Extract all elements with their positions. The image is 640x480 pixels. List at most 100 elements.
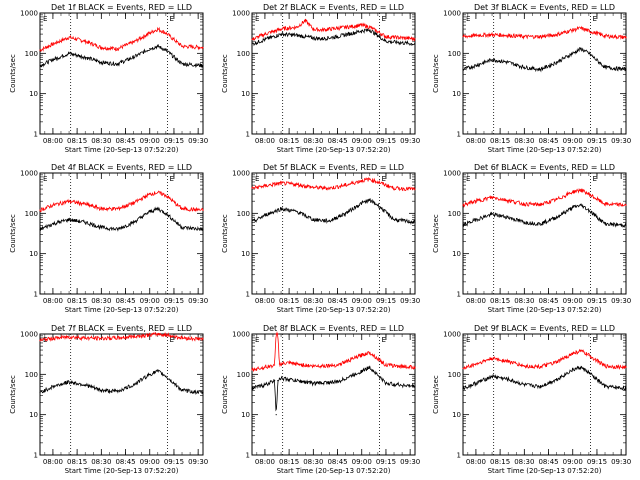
data-point-lld bbox=[116, 208, 119, 210]
data-point-events bbox=[475, 382, 477, 384]
y-tick-label: 1000 bbox=[20, 331, 38, 339]
marker-label-left: E bbox=[466, 175, 470, 183]
y-axis-title: Counts/sec bbox=[221, 214, 229, 253]
data-point-lld bbox=[336, 27, 339, 29]
marker-label-left: E bbox=[466, 15, 470, 23]
data-point-events bbox=[68, 218, 70, 221]
data-point-events bbox=[39, 228, 41, 230]
panel-det-2: Det 2f BLACK = Events, RED = LLD 1 10 100 10… bbox=[221, 3, 420, 154]
data-point-lld bbox=[556, 34, 558, 36]
y-tick-label: 10 bbox=[29, 90, 38, 98]
data-point-lld bbox=[280, 182, 282, 184]
data-point-events bbox=[604, 66, 606, 68]
data-point-events bbox=[100, 226, 102, 228]
x-tick-label: 09:15 bbox=[376, 297, 396, 305]
data-point-lld bbox=[277, 333, 279, 335]
data-point-events bbox=[361, 30, 363, 32]
plot-frame bbox=[39, 333, 204, 456]
data-point-lld bbox=[345, 184, 347, 186]
data-point-events bbox=[264, 38, 266, 41]
series-line-events bbox=[39, 369, 204, 395]
x-tick-label: 08:45 bbox=[538, 458, 558, 466]
data-point-lld bbox=[414, 366, 416, 368]
x-tick-label: 08:45 bbox=[115, 458, 135, 466]
x-axis-title: Start Time (20-Sep-13 07:52:20) bbox=[488, 467, 602, 475]
y-tick-label: 10 bbox=[452, 90, 461, 98]
data-point-lld bbox=[133, 202, 135, 204]
marker-label-left: E bbox=[255, 15, 259, 23]
data-point-events bbox=[556, 61, 558, 63]
data-point-events bbox=[116, 228, 119, 230]
y-tick-label: 100 bbox=[237, 50, 250, 58]
y-tick-label: 100 bbox=[448, 210, 461, 218]
data-point-events bbox=[52, 58, 54, 61]
data-point-lld bbox=[523, 203, 525, 205]
data-point-lld bbox=[273, 364, 276, 366]
y-axis-title: Counts/sec bbox=[9, 54, 17, 93]
data-point-events bbox=[264, 384, 266, 386]
data-point-events bbox=[181, 389, 183, 391]
data-point-events bbox=[625, 68, 627, 70]
x-tick-label: 08:15 bbox=[279, 297, 299, 305]
x-tick-label: 09:00 bbox=[140, 458, 160, 466]
data-point-events bbox=[385, 382, 387, 384]
data-point-lld bbox=[264, 33, 266, 35]
x-tick-label: 08:15 bbox=[279, 458, 299, 466]
marker-label-left: E bbox=[255, 336, 259, 344]
data-point-events bbox=[414, 221, 416, 223]
panel-title: Det 3f BLACK = Events, RED = LLD bbox=[474, 3, 615, 12]
x-tick-label: 08:45 bbox=[115, 297, 135, 305]
data-point-lld bbox=[52, 43, 54, 45]
data-point-lld bbox=[149, 193, 151, 195]
data-point-lld bbox=[572, 352, 574, 355]
data-point-events bbox=[84, 56, 86, 58]
x-tick-label: 08:15 bbox=[67, 297, 87, 305]
x-tick-label: 09:00 bbox=[563, 137, 583, 145]
data-point-lld bbox=[165, 194, 167, 196]
x-tick-label: 08:00 bbox=[466, 458, 486, 466]
series-line-events bbox=[462, 203, 627, 228]
panel-title: Det 1f BLACK = Events, RED = LLD bbox=[51, 3, 192, 12]
panel-title: Det 6f BLACK = Events, RED = LLD bbox=[474, 163, 615, 172]
series-line-events bbox=[252, 197, 416, 225]
x-tick-label: 09:15 bbox=[587, 297, 607, 305]
x-tick-label: 09:15 bbox=[587, 458, 607, 466]
data-point-events bbox=[462, 387, 464, 389]
data-point-lld bbox=[133, 335, 135, 338]
x-tick-label: 08:00 bbox=[466, 137, 486, 145]
y-axis-title: Counts/sec bbox=[221, 54, 229, 93]
data-point-lld bbox=[588, 354, 590, 356]
plot-frame bbox=[39, 12, 204, 135]
data-point-lld bbox=[251, 187, 253, 189]
data-point-events bbox=[277, 379, 279, 382]
data-point-events bbox=[52, 223, 54, 225]
data-point-lld bbox=[320, 29, 322, 31]
y-tick-label: 1 bbox=[246, 291, 250, 299]
data-point-lld bbox=[39, 339, 41, 341]
data-point-lld bbox=[181, 337, 183, 339]
series-line-lld bbox=[251, 177, 416, 192]
data-point-events bbox=[414, 385, 416, 388]
data-point-lld bbox=[328, 187, 331, 189]
data-point-events bbox=[580, 366, 582, 368]
data-point-lld bbox=[181, 208, 183, 210]
y-tick-label: 100 bbox=[237, 371, 250, 379]
y-axis-title: Counts/sec bbox=[432, 214, 440, 253]
y-tick-label: 1000 bbox=[20, 170, 38, 178]
x-axis-title: Start Time (20-Sep-13 07:52:20) bbox=[65, 306, 179, 314]
data-point-events bbox=[336, 381, 339, 383]
y-axis-title: Counts/sec bbox=[9, 214, 17, 253]
series-line-events bbox=[462, 365, 627, 391]
data-point-lld bbox=[84, 337, 86, 339]
y-tick-label: 1000 bbox=[232, 170, 250, 178]
y-tick-label: 1 bbox=[34, 291, 38, 299]
x-tick-label: 09:00 bbox=[352, 297, 372, 305]
y-tick-label: 1000 bbox=[443, 331, 461, 339]
data-point-events bbox=[588, 372, 590, 374]
data-point-events bbox=[280, 33, 282, 35]
data-point-events bbox=[165, 212, 167, 214]
data-point-lld bbox=[157, 191, 159, 194]
x-tick-label: 08:45 bbox=[327, 458, 347, 466]
x-tick-label: 09:30 bbox=[188, 137, 208, 145]
data-point-events bbox=[39, 64, 41, 67]
